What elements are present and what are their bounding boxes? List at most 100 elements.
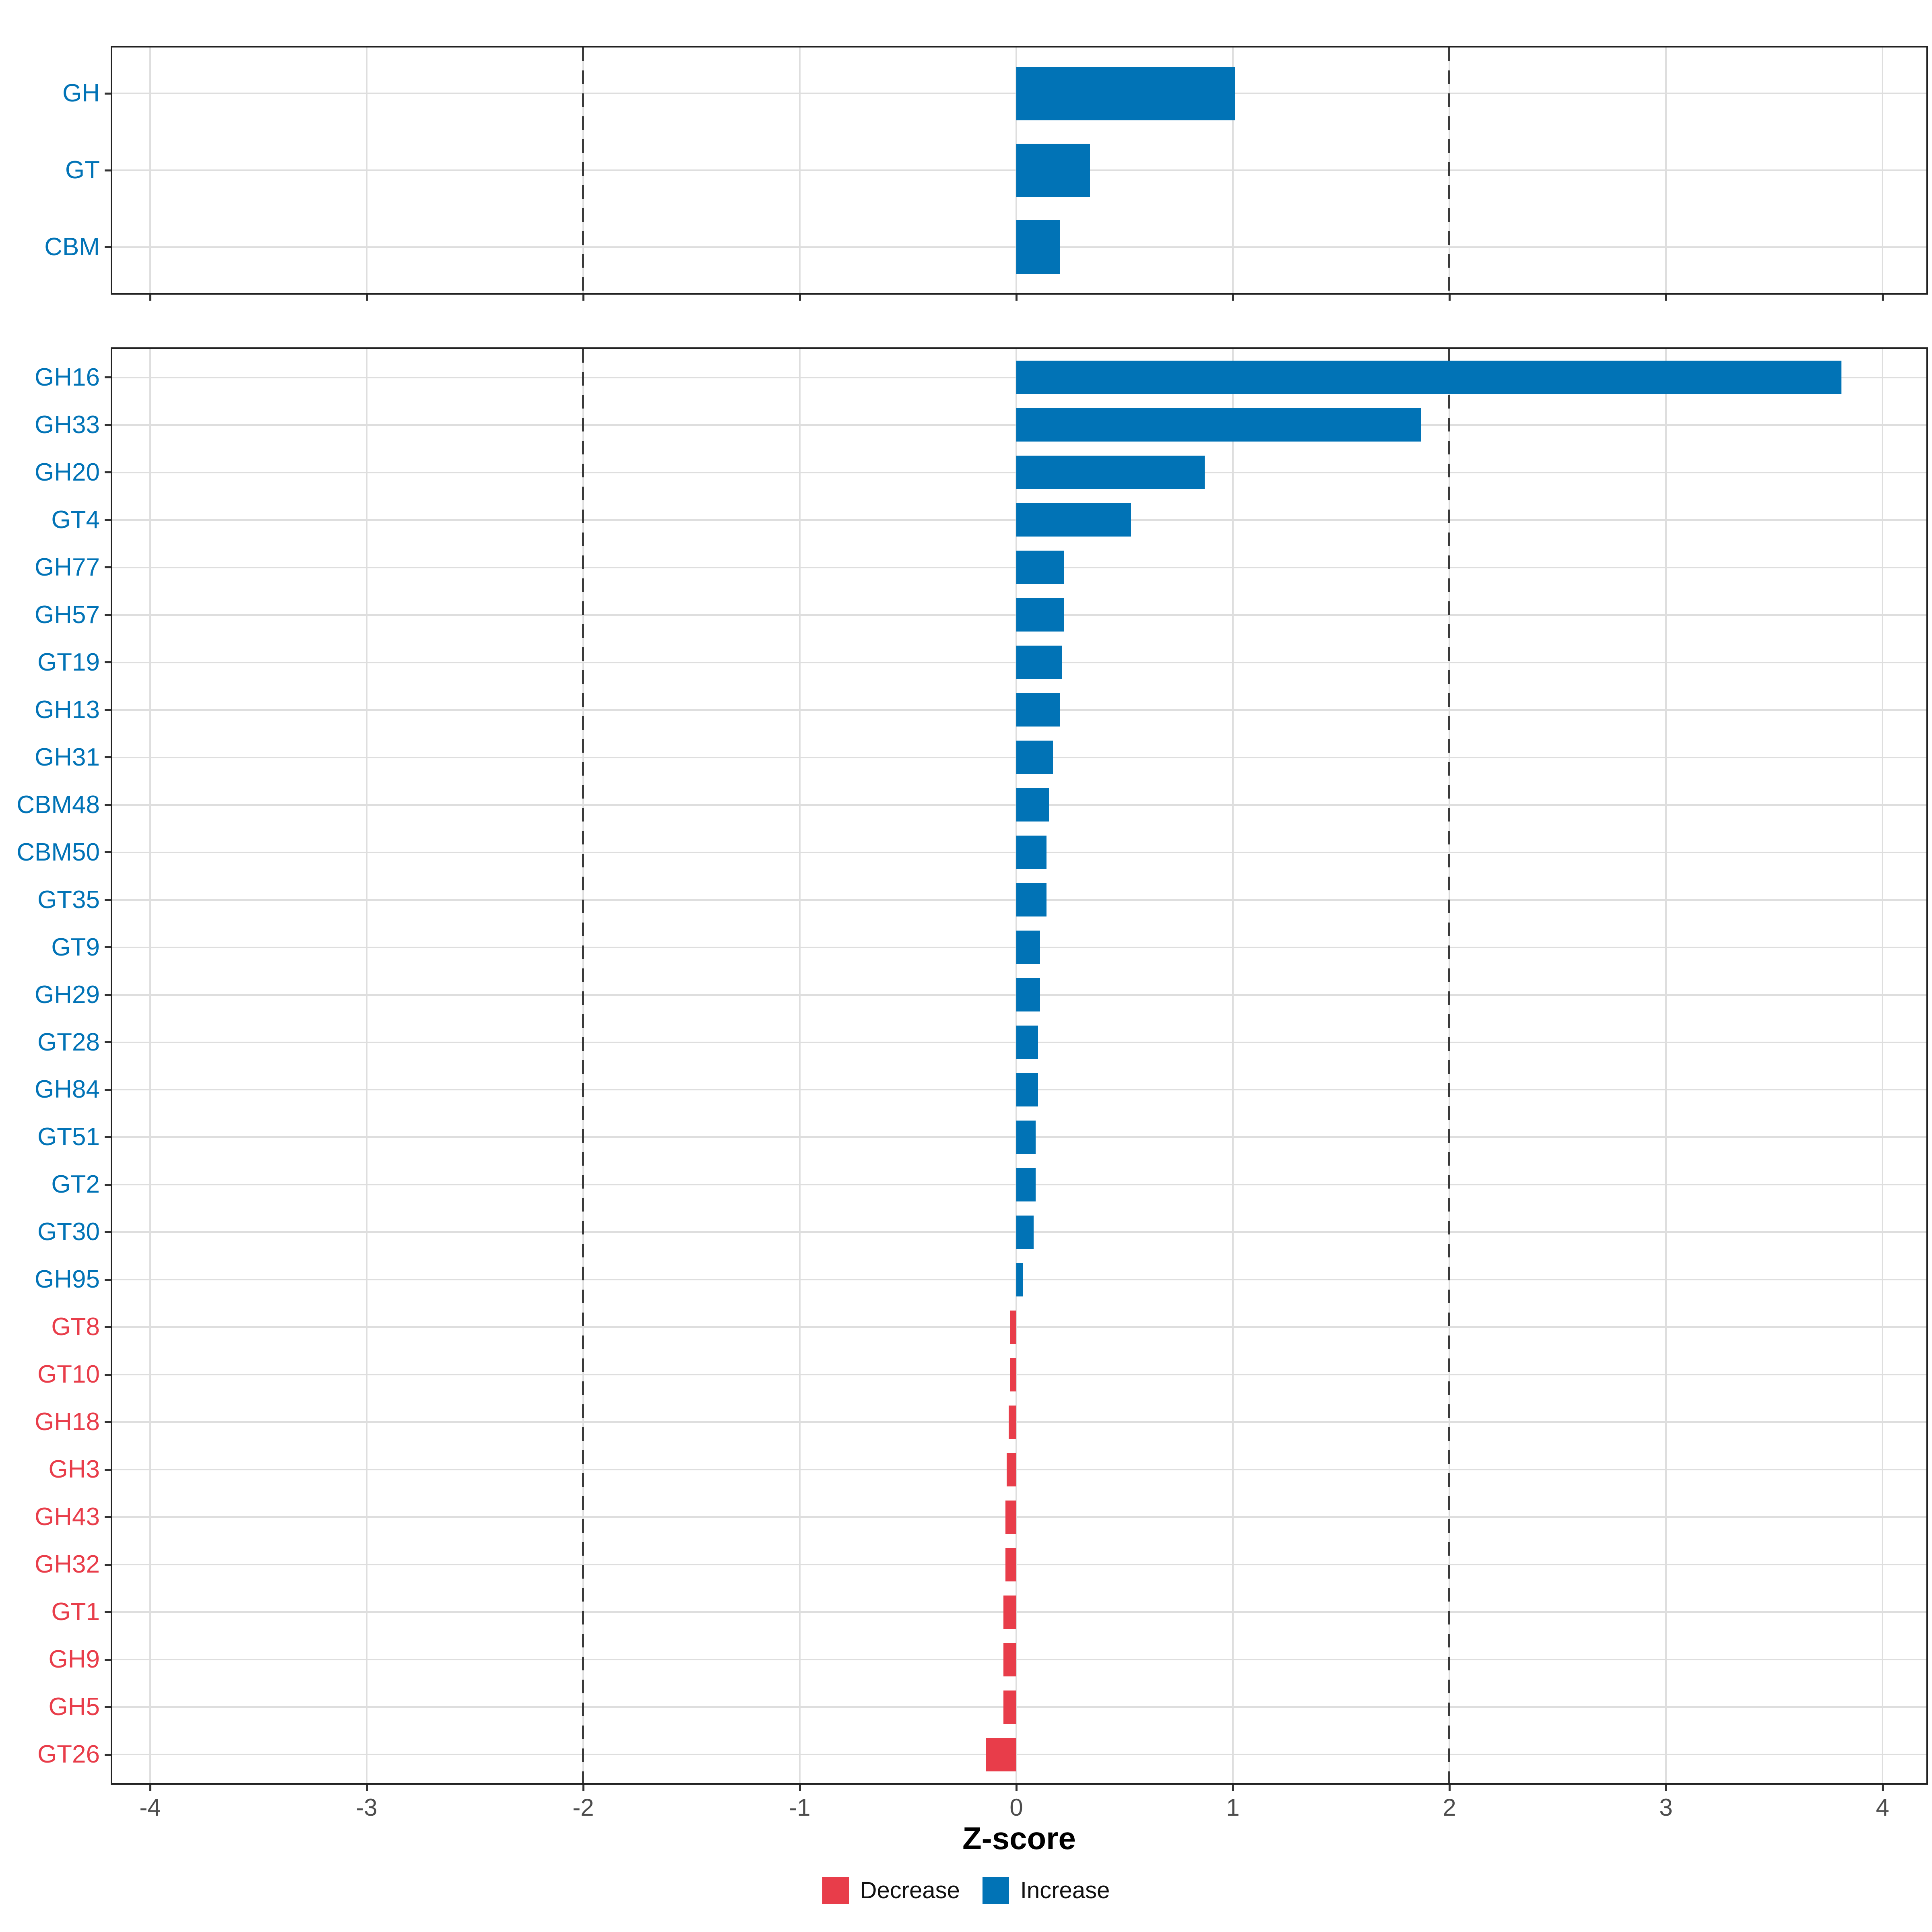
x-tick-label: -3 — [356, 1794, 378, 1821]
bar-GH43 — [1005, 1501, 1016, 1534]
y-tick — [105, 756, 111, 758]
dashed-threshold-line — [582, 47, 584, 293]
x-tick — [799, 1785, 801, 1791]
y-tick — [105, 519, 111, 521]
grid-line-h — [112, 1469, 1926, 1470]
y-tick — [105, 1706, 111, 1708]
y-axis-label-GH33: GH33 — [35, 411, 100, 439]
grid-line-v — [1882, 47, 1883, 293]
grid-line-v — [1016, 349, 1017, 1783]
dashed-threshold-line — [1448, 349, 1450, 1783]
bar-GH9 — [1003, 1643, 1016, 1676]
x-tick-label: -4 — [139, 1794, 161, 1821]
x-tick — [366, 295, 368, 301]
grid-line-v — [149, 47, 151, 293]
bar-CBM — [1016, 220, 1060, 274]
y-tick — [105, 1041, 111, 1043]
legend-item-decrease: Decrease — [822, 1877, 960, 1904]
y-axis-label-GT26: GT26 — [37, 1740, 100, 1768]
y-tick — [105, 1421, 111, 1423]
bar-GH18 — [1009, 1406, 1016, 1439]
y-tick — [105, 1516, 111, 1518]
y-axis-label-GT30: GT30 — [37, 1218, 100, 1246]
y-tick — [105, 246, 111, 248]
x-tick — [1882, 1785, 1884, 1791]
y-axis-label-GH16: GH16 — [35, 363, 100, 391]
y-axis-label-GH84: GH84 — [35, 1075, 100, 1103]
y-tick — [105, 709, 111, 711]
y-tick — [105, 1374, 111, 1376]
y-tick — [105, 376, 111, 378]
y-tick — [105, 93, 111, 95]
y-axis-label-GT1: GT1 — [51, 1598, 100, 1626]
y-tick — [105, 946, 111, 948]
y-axis-label-GH9: GH9 — [48, 1645, 100, 1673]
y-tick — [105, 614, 111, 616]
y-tick — [105, 1136, 111, 1138]
grid-line-h — [112, 1421, 1926, 1423]
x-tick — [149, 1785, 151, 1791]
x-tick — [1665, 295, 1667, 301]
y-axis-label-GT28: GT28 — [37, 1028, 100, 1056]
grid-line-v — [1232, 349, 1234, 1783]
x-tick — [1016, 295, 1018, 301]
y-axis-label-GH13: GH13 — [35, 696, 100, 724]
y-tick — [105, 661, 111, 663]
y-axis-label-GT51: GT51 — [37, 1123, 100, 1151]
y-tick — [105, 899, 111, 901]
y-axis-label-CBM48: CBM48 — [17, 791, 100, 819]
grid-line-h — [112, 1564, 1926, 1565]
x-tick-label: -2 — [572, 1794, 594, 1821]
legend-swatch-increase — [982, 1877, 1009, 1904]
y-axis-label-GT10: GT10 — [37, 1360, 100, 1388]
bar-GH20 — [1016, 456, 1205, 489]
bar-GT51 — [1016, 1121, 1036, 1154]
bar-GT4 — [1016, 503, 1131, 537]
grid-line-v — [799, 47, 801, 293]
grid-line-h — [112, 1516, 1926, 1518]
grid-line-v — [366, 47, 367, 293]
y-axis-label-CBM50: CBM50 — [17, 838, 100, 866]
y-tick — [105, 566, 111, 568]
x-tick-label: 4 — [1876, 1794, 1889, 1821]
y-tick — [105, 1184, 111, 1186]
dashed-threshold-line — [1448, 47, 1450, 293]
y-axis-label-GT4: GT4 — [51, 506, 100, 534]
bar-GT1 — [1003, 1596, 1016, 1629]
legend: Decrease Increase — [0, 1877, 1932, 1904]
bar-CBM48 — [1016, 788, 1049, 822]
y-axis-label-GH3: GH3 — [48, 1455, 100, 1483]
y-tick — [105, 1564, 111, 1566]
x-tick — [799, 295, 801, 301]
x-tick-label: 1 — [1226, 1794, 1240, 1821]
bar-GT35 — [1016, 883, 1046, 916]
grid-line-h — [112, 1659, 1926, 1660]
y-axis-label-GH31: GH31 — [35, 743, 100, 771]
y-axis-label-GT19: GT19 — [37, 648, 100, 676]
bar-GH84 — [1016, 1073, 1038, 1106]
grid-line-v — [149, 349, 151, 1783]
y-tick — [105, 1326, 111, 1328]
x-tick — [582, 1785, 584, 1791]
bar-GH57 — [1016, 598, 1064, 632]
y-axis-label-GH57: GH57 — [35, 601, 100, 629]
bar-GH31 — [1016, 741, 1053, 774]
grid-line-h — [112, 1754, 1926, 1755]
y-axis-label-GH43: GH43 — [35, 1503, 100, 1531]
grid-line-h — [112, 1706, 1926, 1708]
bar-GT26 — [986, 1738, 1016, 1771]
y-tick — [105, 1611, 111, 1613]
x-tick — [149, 295, 151, 301]
bar-GH5 — [1003, 1690, 1016, 1724]
y-tick — [105, 994, 111, 996]
bar-CBM50 — [1016, 836, 1046, 869]
y-axis-label-GT8: GT8 — [51, 1313, 100, 1341]
y-axis-label-GH77: GH77 — [35, 553, 100, 581]
y-tick — [105, 1659, 111, 1661]
bar-GT28 — [1016, 1026, 1038, 1059]
bar-GT30 — [1016, 1216, 1034, 1249]
y-axis-label-GH95: GH95 — [35, 1265, 100, 1293]
x-tick — [1449, 1785, 1451, 1791]
y-axis-label-GT2: GT2 — [51, 1170, 100, 1198]
